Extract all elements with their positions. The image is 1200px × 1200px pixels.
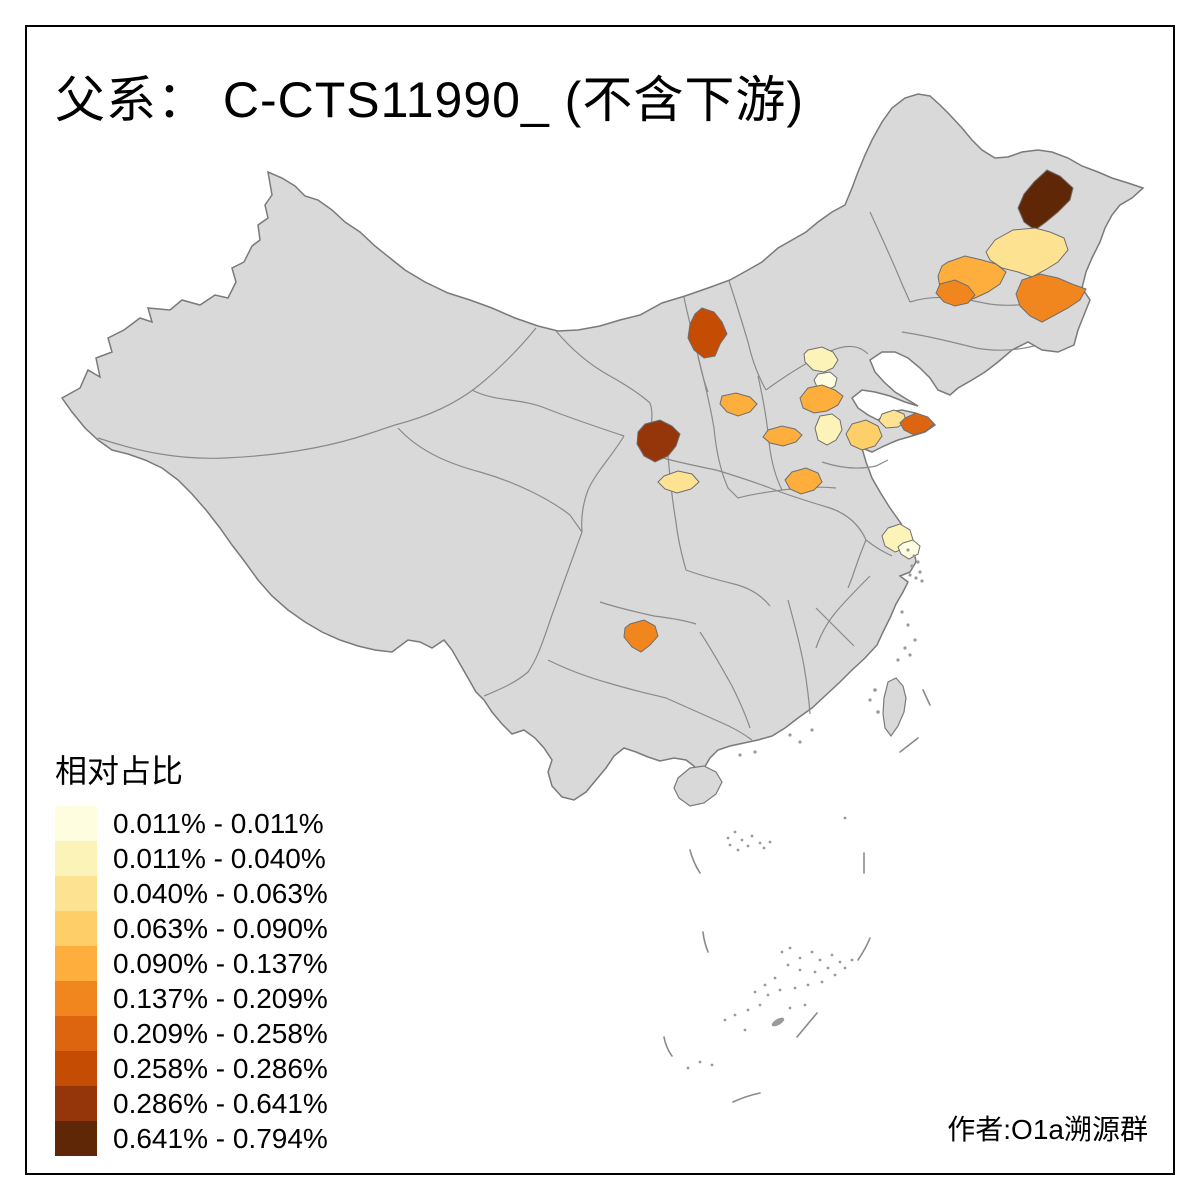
attribution: 作者:O1a溯源群 [947, 1114, 1148, 1145]
legend-bin-label: 0.090% - 0.137% [113, 947, 328, 979]
legend-swatch [55, 1121, 97, 1156]
legend-bin-label: 0.286% - 0.641% [113, 1087, 328, 1119]
legend-rows: 0.011% - 0.011% 0.011% - 0.040% 0.040% - 0… [55, 806, 328, 1156]
map-region-ne-orange-west-dark [935, 279, 976, 307]
legend-swatch [55, 946, 97, 981]
legend-row: 0.011% - 0.011% [55, 806, 328, 841]
plot-frame [25, 25, 1175, 1175]
legend-swatch [55, 911, 97, 946]
legend-swatch [55, 806, 97, 841]
legend-title: 相对占比 [55, 753, 184, 789]
legend-bin-label: 0.063% - 0.090% [113, 912, 328, 944]
legend-swatch [55, 1086, 97, 1121]
legend-row: 0.137% - 0.209% [55, 981, 328, 1016]
dash-line-segments [663, 689, 931, 1103]
map-region-inner-mongolia-burnt [687, 307, 728, 359]
legend: 相对占比 0.011% - 0.011% 0.011% - 0.040% 0.040… [55, 746, 328, 1156]
legend-bin-label: 0.209% - 0.258% [113, 1017, 328, 1049]
map-region-shandong-pen-dark [899, 412, 935, 436]
map-region-shaanxi-dark [636, 419, 681, 463]
legend-bin-label: 0.258% - 0.286% [113, 1052, 328, 1084]
map-region-beijing-pale [803, 346, 839, 373]
choropleth-regions [623, 169, 1087, 653]
islets [686, 548, 924, 1070]
legend-swatch [55, 841, 97, 876]
map-region-ne-pale-yellow [985, 227, 1069, 278]
legend-swatch [55, 1051, 97, 1086]
legend-swatch [55, 981, 97, 1016]
map-region-shanxi-orange [719, 392, 758, 417]
legend-row: 0.063% - 0.090% [55, 911, 328, 946]
legend-bin-label: 0.011% - 0.011% [113, 807, 324, 839]
map-region-henan-orange [784, 467, 823, 495]
legend-bin-label: 0.040% - 0.063% [113, 877, 328, 909]
mainland-outline [60, 93, 1145, 801]
legend-bin-label: 0.137% - 0.209% [113, 982, 328, 1014]
legend-row: 0.641% - 0.794% [55, 1121, 328, 1156]
legend-row: 0.258% - 0.286% [55, 1051, 328, 1086]
landmass [60, 93, 1145, 807]
page-title: 父系： C-CTS11990_ (不含下游) [55, 72, 804, 128]
map-region-shaanxi-pale [657, 470, 700, 494]
map-region-shandong-amber [845, 419, 883, 451]
taiwan-island [882, 677, 907, 738]
map-region-guizhou-orange [623, 619, 659, 653]
map-region-ne-orange-east [1015, 273, 1087, 323]
legend-row: 0.011% - 0.040% [55, 841, 328, 876]
map-region-ne-darkest [1017, 169, 1074, 231]
map-region-hebei-orange-south [762, 425, 803, 447]
map-region-hebei-pale [814, 413, 843, 446]
legend-row: 0.040% - 0.063% [55, 876, 328, 911]
map-region-hebei-orange-north [799, 384, 844, 414]
legend-swatch [55, 876, 97, 911]
legend-swatch [55, 1016, 97, 1051]
hainan-island [673, 765, 723, 807]
legend-row: 0.090% - 0.137% [55, 946, 328, 981]
legend-row: 0.286% - 0.641% [55, 1086, 328, 1121]
legend-bin-label: 0.641% - 0.794% [113, 1122, 328, 1154]
legend-row: 0.209% - 0.258% [55, 1016, 328, 1051]
legend-bin-label: 0.011% - 0.040% [113, 842, 326, 874]
